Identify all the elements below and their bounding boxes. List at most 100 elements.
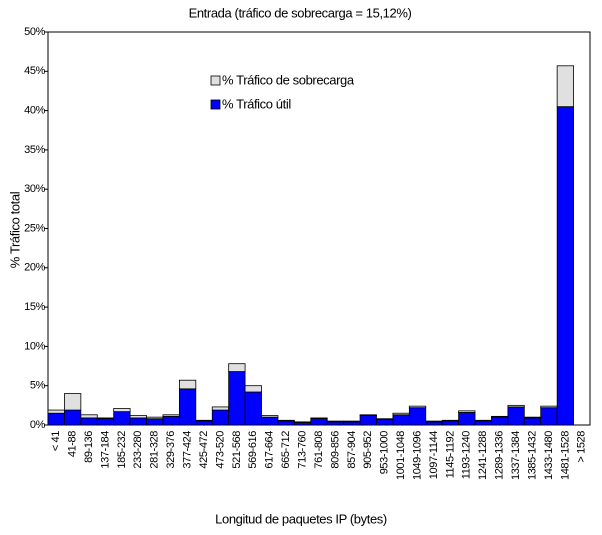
bar-segment — [343, 420, 361, 423]
bar-segment — [392, 414, 410, 426]
bar-segment — [507, 404, 525, 408]
bar-segment — [343, 421, 361, 426]
x-tick-label: 1433-1480 — [543, 431, 555, 480]
bar-segment — [359, 414, 377, 416]
bar-segment — [540, 405, 558, 409]
legend-label: % Tráfico de sobrecarga — [222, 72, 355, 87]
y-tick-label: 40% — [24, 105, 45, 117]
y-tick-label: 25% — [24, 222, 45, 234]
x-tick-label: 809-856 — [329, 431, 341, 469]
y-axis-title: % Tráfico total — [7, 191, 22, 268]
legend-swatch — [210, 75, 221, 86]
x-tick-label: > 1528 — [576, 431, 588, 463]
bar-segment — [277, 420, 295, 426]
bar-segment — [556, 65, 574, 108]
x-tick-label: 185-232 — [116, 431, 128, 469]
bar-segment — [441, 420, 460, 426]
bar-segment — [474, 420, 492, 426]
bar-segment — [146, 416, 164, 420]
bar-segment — [408, 407, 427, 426]
bar-segment — [458, 410, 476, 413]
x-tick-label: 569-616 — [247, 431, 259, 469]
x-tick-label: 233-280 — [132, 431, 144, 469]
bar-segment — [64, 409, 82, 426]
bar-segment — [376, 419, 394, 426]
bar-segment — [113, 408, 131, 413]
x-tick-label: 1241-1288 — [477, 431, 489, 480]
chart-title: Entrada (tráfico de sobrecarga = 15,12%) — [189, 5, 412, 20]
y-tick-label: 5% — [30, 380, 46, 392]
x-tick-label: 665-712 — [280, 431, 292, 469]
bar-segment — [261, 415, 279, 418]
y-tick-label: 30% — [24, 183, 45, 195]
bar-segment — [96, 417, 115, 420]
bar-segment — [425, 420, 443, 423]
y-tick-label: 0% — [30, 419, 46, 431]
y-tick-label: 10% — [24, 340, 45, 352]
legend-swatch — [210, 99, 221, 110]
bar-segment — [129, 415, 147, 419]
bar-segment — [64, 393, 82, 411]
bar-segment — [277, 419, 295, 422]
bar-segment — [556, 106, 574, 426]
x-tick-label: 617-664 — [264, 431, 276, 469]
x-tick-label: 713-760 — [296, 431, 308, 469]
bar-segment — [195, 419, 213, 422]
legend-box — [205, 68, 370, 125]
x-tick-label: 761-808 — [313, 431, 325, 469]
bar-segment — [195, 420, 213, 426]
bar-segment — [162, 415, 180, 426]
x-tick-label: 1145-1192 — [444, 431, 456, 479]
bar-segment — [244, 385, 262, 393]
bar-segment — [47, 412, 65, 426]
x-tick-label: 857-904 — [346, 431, 358, 469]
bar-segment — [211, 406, 230, 411]
bar-segment — [96, 418, 115, 426]
x-tick-label: 1337-1384 — [510, 431, 522, 480]
bar-segment — [129, 417, 147, 426]
x-tick-label: 953-1000 — [379, 431, 391, 475]
bar-segment — [162, 414, 180, 417]
y-tick-label: 15% — [24, 301, 45, 313]
x-tick-label: 521-568 — [231, 431, 243, 469]
bar-segment — [113, 411, 131, 426]
x-tick-label: 905-952 — [362, 431, 374, 469]
bar-segment — [310, 418, 328, 426]
bar-segment — [178, 388, 197, 426]
bar-segment — [507, 406, 525, 426]
bar-segment — [47, 409, 65, 414]
bar-segment — [408, 405, 427, 409]
x-tick-label: < 41 — [50, 431, 62, 451]
bar-segment — [80, 417, 98, 426]
bar-segment — [244, 391, 262, 426]
bar-segment — [441, 419, 460, 422]
bar-segment — [359, 415, 377, 426]
x-tick-label: 1193-1240 — [461, 431, 473, 479]
legend-label: % Tráfico útil — [222, 96, 291, 111]
bar-segment — [228, 371, 246, 426]
bar-segment — [228, 363, 246, 372]
x-tick-label: 377-424 — [182, 431, 194, 469]
bar-segment — [491, 415, 509, 418]
x-tick-label: 137-184 — [99, 431, 111, 469]
x-tick-label: 425-472 — [198, 431, 210, 469]
bar-segment — [211, 409, 230, 426]
bar-segment — [376, 418, 394, 420]
bar-segment — [178, 379, 197, 390]
bar-segment — [491, 416, 509, 426]
bar-segment — [523, 416, 542, 419]
bar-segment — [425, 421, 443, 426]
y-tick-label: 45% — [24, 65, 45, 77]
x-tick-label: 1385-1432 — [526, 431, 538, 480]
bar-segment — [392, 412, 410, 416]
x-tick-label: 89-136 — [83, 431, 95, 463]
x-tick-label: 473-520 — [214, 431, 226, 469]
bar-segment — [523, 417, 542, 426]
bar-segment — [540, 407, 558, 426]
x-tick-label: 281-328 — [149, 431, 161, 469]
x-tick-label: 1001-1048 — [395, 431, 407, 480]
x-tick-label: 1049-1096 — [411, 431, 423, 480]
x-axis-title: Longitud de paquetes IP (bytes) — [215, 511, 387, 526]
